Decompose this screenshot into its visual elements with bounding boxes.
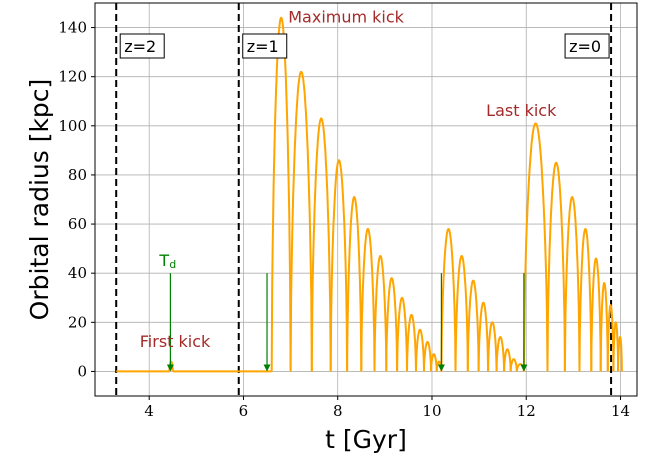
annotation-label: First kick bbox=[140, 332, 211, 351]
arrow-head bbox=[520, 364, 528, 372]
x-tick-label: 14 bbox=[611, 402, 630, 420]
series-bump bbox=[495, 336, 506, 372]
redshift-label: z=1 bbox=[242, 33, 288, 59]
series-bump bbox=[423, 341, 432, 372]
y-axis-title: Orbital radius [kpc] bbox=[25, 79, 54, 321]
redshift-label-text: z=1 bbox=[247, 37, 279, 56]
series-bump bbox=[270, 16, 292, 372]
series-bump bbox=[385, 277, 399, 372]
series-bump bbox=[599, 282, 609, 372]
series-bump bbox=[360, 228, 376, 372]
series-bump bbox=[612, 321, 620, 372]
series-bump bbox=[563, 196, 581, 372]
redshift-label-box bbox=[564, 33, 610, 59]
y-tick-label: 0 bbox=[77, 362, 87, 380]
series-bump bbox=[430, 353, 438, 372]
series-bump bbox=[440, 228, 457, 372]
series-bump bbox=[509, 358, 518, 372]
redshift-label-box bbox=[119, 33, 165, 59]
green-arrow bbox=[263, 273, 271, 372]
series-bump bbox=[310, 117, 332, 372]
green-arrow bbox=[166, 273, 174, 372]
series-bump bbox=[578, 228, 593, 372]
y-tick-label: 140 bbox=[58, 19, 87, 37]
redshift-label: z=0 bbox=[564, 33, 610, 59]
series-bump bbox=[546, 161, 566, 372]
labels: z=2 z=1 z=0 Maximum kick Last kick First kick… bbox=[119, 8, 610, 351]
y-tick-label: 60 bbox=[68, 215, 87, 233]
x-axis-title: t [Gyr] bbox=[325, 425, 407, 454]
redshift-label: z=2 bbox=[119, 33, 165, 59]
series-bump bbox=[415, 328, 425, 372]
grid bbox=[95, 3, 637, 396]
y-tick-label: 20 bbox=[68, 313, 87, 331]
series-layer bbox=[116, 16, 623, 373]
redshift-label-text: z=2 bbox=[124, 37, 156, 56]
series-bump bbox=[617, 336, 623, 372]
x-tick-label: 4 bbox=[144, 402, 154, 420]
y-tick-label: 40 bbox=[68, 264, 87, 282]
redshift-label-text: z=0 bbox=[569, 37, 601, 56]
td-label: Td bbox=[158, 251, 176, 271]
x-tick-label: 8 bbox=[333, 402, 343, 420]
annotation-label: Maximum kick bbox=[288, 8, 404, 27]
green-arrow bbox=[437, 273, 445, 372]
y-tick-label: 120 bbox=[58, 68, 87, 86]
x-tick-label: 12 bbox=[517, 402, 536, 420]
series-bump bbox=[503, 348, 512, 372]
series-bump bbox=[466, 279, 480, 372]
x-tick-label: 6 bbox=[239, 402, 249, 420]
series-bump bbox=[590, 257, 602, 372]
annotation-label: Last kick bbox=[486, 101, 557, 120]
arrows-layer bbox=[166, 273, 528, 372]
series-bump bbox=[454, 255, 469, 372]
arrow-head bbox=[263, 364, 271, 372]
series-bump bbox=[487, 321, 498, 372]
redshift-label-box bbox=[242, 33, 288, 59]
y-tick-label: 100 bbox=[58, 117, 87, 135]
arrow-head bbox=[166, 364, 174, 372]
green-arrow bbox=[520, 273, 528, 372]
series-bump bbox=[522, 122, 549, 372]
series-bump bbox=[606, 304, 615, 372]
series-bump bbox=[289, 70, 313, 372]
series-bump bbox=[477, 301, 490, 372]
arrow-head bbox=[437, 364, 445, 372]
series-bump bbox=[396, 296, 408, 372]
series-bump bbox=[346, 196, 363, 372]
td-label-sub: d bbox=[169, 258, 176, 271]
y-tick-label: 80 bbox=[68, 166, 87, 184]
td-label-main: T bbox=[158, 251, 169, 270]
plot-frame bbox=[94, 2, 638, 397]
series-bump bbox=[373, 255, 388, 372]
series-bump bbox=[406, 313, 417, 372]
x-tick-label: 10 bbox=[422, 402, 441, 420]
series-bump bbox=[329, 159, 349, 372]
